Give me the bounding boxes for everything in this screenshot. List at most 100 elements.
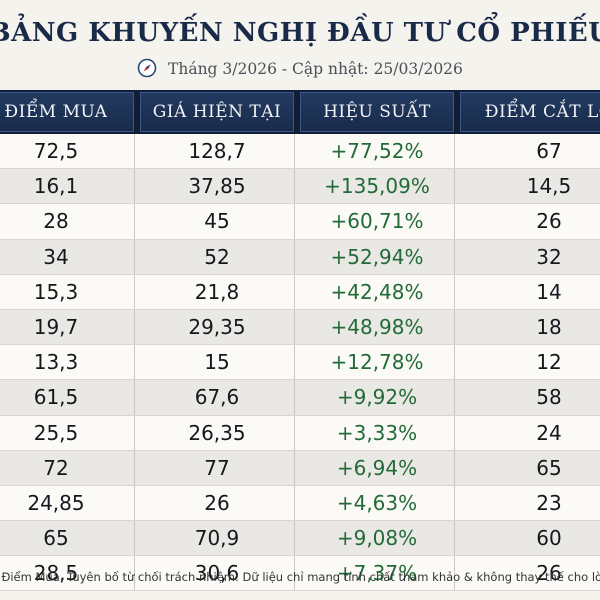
stop-loss-cell: 14 bbox=[536, 279, 562, 304]
performance-cell: +60,71% bbox=[330, 209, 424, 234]
performance-cell: +48,98% bbox=[330, 315, 424, 340]
performance-cell: +9,08% bbox=[336, 526, 418, 551]
column-header-buy-point: ĐIỂM MUA bbox=[0, 92, 134, 132]
column-divider bbox=[134, 169, 140, 204]
header-gap bbox=[454, 92, 460, 132]
column-divider bbox=[134, 521, 140, 556]
column-divider bbox=[294, 521, 300, 556]
column-divider bbox=[454, 169, 460, 204]
column-divider bbox=[454, 521, 460, 556]
current-price-cell: 77 bbox=[204, 455, 230, 480]
stop-loss-cell: 32 bbox=[536, 244, 562, 269]
column-divider bbox=[454, 345, 460, 380]
current-price-cell: 29,35 bbox=[188, 315, 246, 340]
page-title: BẢNG KHUYẾN NGHỊ ĐẦU TƯ CỔ PHIẾU bbox=[0, 18, 600, 48]
stop-loss-cell: 26 bbox=[536, 561, 562, 586]
buy-point-cell: 25,5 bbox=[33, 420, 79, 445]
column-divider bbox=[134, 450, 140, 485]
buy-point-cell: 28,5 bbox=[33, 561, 79, 586]
table-row: 19,7 29,35 +48,98% 18 bbox=[0, 309, 600, 346]
column-divider bbox=[454, 485, 460, 521]
current-price-cell: 15 bbox=[204, 350, 230, 375]
table-row: 25,5 26,35 +3,33% 24 bbox=[0, 415, 600, 451]
table-header: ĐIỂM MUA GIÁ HIỆN TẠI HIỆU SUẤT ĐIỂM CẮT… bbox=[0, 90, 600, 134]
performance-cell: +3,33% bbox=[336, 420, 418, 445]
column-divider bbox=[454, 380, 460, 415]
column-divider bbox=[134, 274, 140, 309]
column-divider bbox=[294, 485, 300, 521]
stop-loss-cell: 24 bbox=[536, 420, 562, 445]
stop-loss-cell: 58 bbox=[536, 385, 562, 410]
performance-cell: +42,48% bbox=[330, 279, 424, 304]
column-divider bbox=[134, 415, 140, 450]
column-header-current-price: GIÁ HIỆN TẠI bbox=[140, 92, 294, 132]
column-divider bbox=[134, 239, 140, 274]
column-divider bbox=[294, 345, 300, 380]
column-divider bbox=[134, 485, 140, 521]
stop-loss-cell: 65 bbox=[536, 455, 562, 480]
current-price-cell: 37,85 bbox=[188, 174, 246, 199]
table-row: 15,3 21,8 +42,48% 14 bbox=[0, 274, 600, 310]
recommendation-table: ĐIỂM MUA GIÁ HIỆN TẠI HIỆU SUẤT ĐIỂM CẮT… bbox=[0, 90, 600, 592]
table-row: 28,5 30,6 +7,37% 26 bbox=[0, 556, 600, 592]
column-divider bbox=[294, 169, 300, 204]
column-divider bbox=[294, 415, 300, 450]
buy-point-cell: 19,7 bbox=[33, 315, 79, 340]
performance-cell: +12,78% bbox=[330, 350, 424, 375]
header-gap bbox=[134, 92, 140, 132]
table-row: 61,5 67,6 +9,92% 58 bbox=[0, 380, 600, 416]
column-divider bbox=[134, 134, 140, 169]
stop-loss-cell: 14,5 bbox=[526, 174, 572, 199]
table-row: 72,5 128,7 +77,52% 67 bbox=[0, 134, 600, 170]
table-row: 65 70,9 +9,08% 60 bbox=[0, 521, 600, 557]
column-divider bbox=[454, 134, 460, 169]
column-divider bbox=[294, 380, 300, 415]
column-divider bbox=[454, 239, 460, 274]
table-row: 34 52 +52,94% 32 bbox=[0, 239, 600, 275]
table-row: 24,85 26 +4,63% 23 bbox=[0, 485, 600, 522]
page-subtitle: Tháng 3/2026 - Cập nhật: 25/03/2026 bbox=[0, 58, 600, 82]
column-divider bbox=[294, 134, 300, 169]
buy-point-cell: 28 bbox=[43, 209, 69, 234]
current-price-cell: 70,9 bbox=[194, 526, 240, 551]
current-price-cell: 52 bbox=[204, 244, 230, 269]
stop-loss-cell: 23 bbox=[536, 490, 562, 515]
performance-cell: +52,94% bbox=[330, 244, 424, 269]
buy-point-cell: 13,3 bbox=[33, 350, 79, 375]
column-divider bbox=[454, 274, 460, 309]
buy-point-cell: 72 bbox=[43, 455, 69, 480]
column-divider bbox=[134, 309, 140, 345]
performance-cell: +4,63% bbox=[336, 490, 418, 515]
table-body: 72,5 128,7 +77,52% 67 16,1 37,85 +135,09% 14,5 2… bbox=[0, 134, 600, 592]
table-row: 13,3 15 +12,78% 12 bbox=[0, 345, 600, 381]
column-divider bbox=[294, 450, 300, 485]
performance-cell: +135,09% bbox=[324, 174, 430, 199]
column-divider bbox=[294, 274, 300, 309]
column-divider bbox=[454, 450, 460, 485]
compass-icon bbox=[137, 58, 157, 82]
current-price-cell: 26 bbox=[204, 490, 230, 515]
buy-point-cell: 16,1 bbox=[33, 174, 79, 199]
stop-loss-cell: 60 bbox=[536, 526, 562, 551]
stop-loss-cell: 12 bbox=[536, 350, 562, 375]
buy-point-cell: 61,5 bbox=[33, 385, 79, 410]
column-divider bbox=[294, 204, 300, 239]
performance-cell: +6,94% bbox=[336, 455, 418, 480]
current-price-cell: 26,35 bbox=[188, 420, 246, 445]
column-divider bbox=[454, 204, 460, 239]
stop-loss-cell: 26 bbox=[536, 209, 562, 234]
current-price-cell: 67,6 bbox=[194, 385, 240, 410]
update-date: Tháng 3/2026 - Cập nhật: 25/03/2026 bbox=[168, 60, 463, 78]
column-divider bbox=[454, 556, 460, 591]
buy-point-cell: 65 bbox=[43, 526, 69, 551]
buy-point-cell: 24,85 bbox=[27, 490, 85, 515]
column-divider bbox=[134, 204, 140, 239]
performance-cell: +7,37% bbox=[336, 561, 418, 586]
column-divider bbox=[294, 239, 300, 274]
column-divider bbox=[294, 309, 300, 345]
performance-cell: +9,92% bbox=[336, 385, 418, 410]
current-price-cell: 30,6 bbox=[194, 561, 240, 586]
performance-cell: +77,52% bbox=[330, 139, 424, 164]
buy-point-cell: 15,3 bbox=[33, 279, 79, 304]
